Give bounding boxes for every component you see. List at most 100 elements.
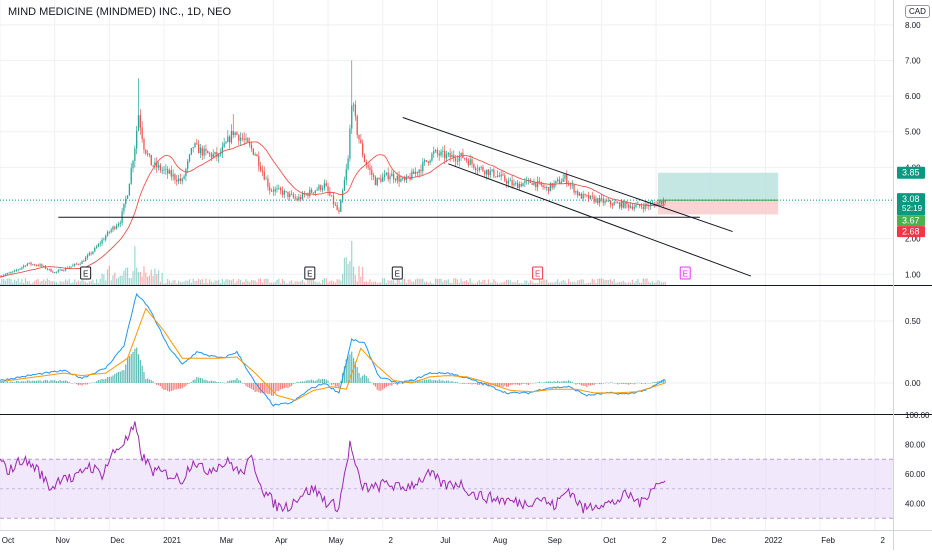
macd-histogram-bar: [108, 376, 110, 383]
macd-histogram-bar: [57, 381, 59, 383]
candle-body: [39, 264, 41, 266]
macd-histogram-bar: [376, 383, 378, 390]
macd-histogram-bar: [584, 383, 586, 387]
macd-histogram-bar: [604, 383, 606, 384]
rsi-axis[interactable]: 100.00 80.00 60.00 40.00: [905, 411, 930, 508]
macd-histogram-bar: [106, 377, 109, 383]
volume-bar: [622, 280, 624, 285]
volume-bar: [54, 281, 56, 285]
volume-bar: [651, 281, 654, 285]
volume-bar: [440, 278, 442, 285]
candle-body: [265, 178, 267, 180]
macd-histogram-bar: [123, 370, 125, 383]
macd-histogram-bar: [75, 383, 78, 385]
volume-bar: [260, 278, 262, 285]
volume-bar: [108, 265, 110, 285]
candle-body: [624, 202, 626, 208]
trendlines[interactable]: [58, 117, 752, 277]
macd-histogram-bar: [236, 378, 238, 383]
volume-bar: [287, 283, 289, 285]
volume-bar: [81, 279, 83, 285]
volume-bar: [524, 280, 526, 285]
volume-bar: [527, 282, 530, 285]
candle-body: [593, 196, 595, 203]
macd-histogram-bar: [506, 383, 508, 387]
macd-histogram-bar: [531, 383, 533, 384]
volume-bar: [544, 279, 546, 285]
macd-histogram-bar: [569, 381, 572, 383]
volume-bar: [573, 281, 575, 285]
macd-histogram-bar: [125, 364, 127, 383]
candle-body: [24, 265, 27, 267]
volume-bar: [239, 279, 242, 285]
candle-body: [502, 174, 504, 176]
macd-histogram-bar: [473, 383, 475, 384]
candle-body: [161, 169, 163, 171]
macd-histogram-bar: [141, 365, 143, 383]
volume-bar: [387, 280, 389, 285]
price-tick-label: 8.00: [905, 21, 921, 30]
volume-bar: [4, 280, 7, 285]
earnings-marker-label: E: [83, 270, 88, 279]
candle-body: [332, 196, 335, 205]
macd-histogram-bar: [449, 381, 451, 383]
macd-histogram-bar: [170, 383, 172, 392]
volume-bar: [8, 278, 10, 285]
macd-histogram-bar: [507, 383, 510, 387]
macd-histogram-bar: [633, 383, 635, 385]
macd-histogram-bar: [130, 354, 132, 383]
candle-body: [207, 150, 209, 154]
candle-body: [17, 269, 19, 271]
candle-body: [285, 191, 287, 192]
macd-histogram-bar: [544, 382, 546, 383]
target-zone[interactable]: [657, 172, 779, 201]
candle-body: [263, 171, 265, 180]
volume-bar: [263, 279, 265, 285]
volume-bar: [256, 282, 258, 285]
volume-bar: [487, 279, 490, 285]
macd-histogram-bar: [606, 382, 608, 383]
candle-body: [334, 204, 336, 206]
time-axis[interactable]: Oct Nov Dec 2021 Mar Apr May 2 Jul Aug Sep Oct 2 Dec 2…: [2, 536, 886, 545]
candle-body: [225, 142, 227, 144]
volume-bar: [19, 282, 21, 285]
volume-bar: [518, 283, 520, 285]
volume-bar: [414, 279, 417, 285]
currency-label[interactable]: CAD: [905, 5, 930, 18]
macd-histogram-bar: [254, 383, 256, 392]
candle-body: [449, 153, 451, 158]
macd-histogram-bar: [445, 380, 448, 383]
macd-axis[interactable]: 0.50 0.00: [905, 317, 921, 388]
volume-bar: [181, 281, 183, 285]
candle-body: [114, 226, 116, 229]
volume-bar: [507, 279, 510, 285]
macd-histogram-bar: [465, 383, 468, 384]
rsi-tick-label: 80.00: [905, 440, 926, 449]
macd-histogram-bar: [181, 383, 183, 389]
price-axis[interactable]: 8.007.006.005.004.003.002.001.00: [905, 21, 921, 279]
candle-body: [436, 150, 439, 154]
macd-histogram-bar: [278, 383, 280, 392]
volume-bar: [403, 278, 406, 285]
macd-histogram-bar: [95, 381, 98, 383]
candle-body: [32, 264, 34, 266]
macd-histogram-bar: [371, 382, 373, 384]
candle-body: [90, 253, 92, 254]
stop-zone[interactable]: [657, 200, 779, 215]
volume-bar: [46, 278, 48, 285]
candle-body: [491, 169, 493, 171]
candle-body: [447, 153, 449, 155]
candle-body: [168, 170, 171, 174]
macd-histogram-bar: [615, 383, 617, 384]
volume-bar: [591, 278, 593, 285]
volume-bar: [619, 282, 621, 285]
macd-histogram-bar: [30, 381, 32, 383]
candle-body: [179, 178, 182, 182]
candle-body: [403, 177, 406, 181]
volume-bar: [400, 282, 402, 285]
candle-body: [374, 176, 377, 186]
volume-bar: [10, 278, 12, 285]
candle-body: [143, 138, 145, 150]
macd-histogram-bar: [650, 383, 652, 384]
